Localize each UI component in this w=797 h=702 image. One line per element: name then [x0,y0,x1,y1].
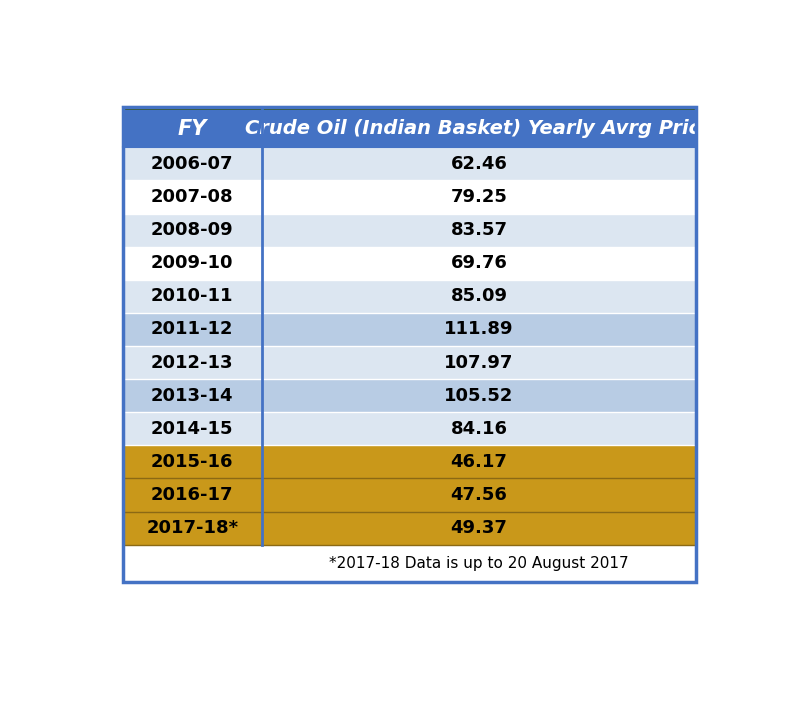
Bar [123,545,697,582]
Text: 105.52: 105.52 [445,387,514,405]
Text: 85.09: 85.09 [450,287,508,305]
Bar [123,445,697,479]
Bar [123,107,697,582]
Text: 2010-11: 2010-11 [151,287,234,305]
Text: 2013-14: 2013-14 [151,387,234,405]
Bar [123,313,697,346]
Text: 46.17: 46.17 [450,453,508,471]
Text: 2006-07: 2006-07 [151,155,234,173]
Text: 84.16: 84.16 [450,420,508,438]
Text: Crude Oil (Indian Basket) Yearly Avrg Price: Crude Oil (Indian Basket) Yearly Avrg Pr… [245,119,713,138]
Text: 2007-08: 2007-08 [151,188,234,206]
Text: 107.97: 107.97 [445,354,514,371]
Text: 2012-13: 2012-13 [151,354,234,371]
Text: 2014-15: 2014-15 [151,420,234,438]
Text: 111.89: 111.89 [444,321,514,338]
Text: 69.76: 69.76 [450,254,508,272]
Text: 49.37: 49.37 [450,519,508,537]
Bar [123,280,697,313]
Bar [123,379,697,412]
Bar [123,512,697,545]
Text: 62.46: 62.46 [450,155,508,173]
Text: 2008-09: 2008-09 [151,221,234,239]
Bar [123,107,697,110]
Text: 83.57: 83.57 [450,221,508,239]
Bar [123,412,697,445]
Text: 2011-12: 2011-12 [151,321,234,338]
Text: 2015-16: 2015-16 [151,453,234,471]
Text: 2017-18*: 2017-18* [146,519,238,537]
Text: 47.56: 47.56 [450,486,508,504]
Text: 2016-17: 2016-17 [151,486,234,504]
Bar [123,180,697,213]
Bar [123,479,697,512]
Bar [123,147,697,180]
Text: 79.25: 79.25 [450,188,508,206]
Bar [123,346,697,379]
Text: 2009-10: 2009-10 [151,254,234,272]
Bar [123,213,697,246]
Text: FY: FY [178,119,207,139]
Bar [123,246,697,280]
Text: *2017-18 Data is up to 20 August 2017: *2017-18 Data is up to 20 August 2017 [329,556,629,571]
Bar [123,110,697,147]
